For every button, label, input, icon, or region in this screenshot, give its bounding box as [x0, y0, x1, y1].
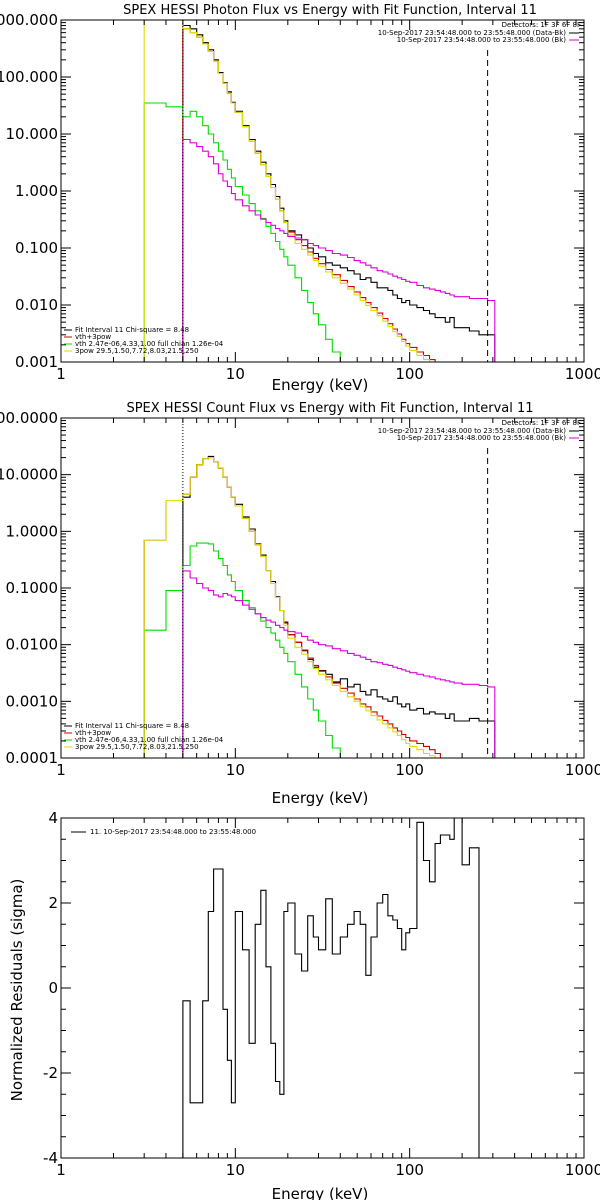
panel-residuals: Energy (keV) Normalized Residuals (sigma…	[8, 809, 600, 1203]
series-line-powerlaw	[143, 20, 448, 362]
y-tick-label: -4	[43, 1149, 58, 1167]
legend-left-text: 3pow 29.5,1.50,7.72,8.03,21.5,250	[75, 347, 199, 355]
count-x-label: Energy (keV)	[272, 789, 369, 807]
series-group	[182, 818, 495, 1158]
x-tick-label: 100	[395, 761, 424, 779]
series-line-thermal	[143, 102, 348, 362]
series-line-data-bk	[182, 24, 496, 362]
x-tick-label: 10	[226, 761, 245, 779]
detectors-label: Detectors: 1F 3F 6F 8F	[502, 419, 581, 427]
x-tick-label: 100	[395, 1161, 424, 1179]
photon-chart-title: SPEX HESSI Photon Flux vs Energy with Fi…	[123, 3, 537, 18]
legend-left-text: 3pow 29.5,1.50,7.72,8.03,21.5,250	[75, 743, 199, 751]
y-tick-label: -2	[43, 1064, 58, 1082]
y-tick-label: 0.100	[15, 239, 58, 257]
x-tick-label: 10	[226, 1161, 245, 1179]
legend-right-text: 10-Sep-2017 23:54:48.000 to 23:55:48.000…	[397, 434, 567, 442]
y-tick-label: 0.010	[15, 296, 58, 314]
x-tick-label: 10	[226, 365, 245, 383]
legend-right-text: 10-Sep-2017 23:54:48.000 to 23:55:48.000…	[397, 36, 567, 44]
residuals-y-label: Normalized Residuals (sigma)	[8, 879, 26, 1102]
legend-left-text: vth 2.47e-06,4.33,1.00 full chian 1.26e-…	[75, 736, 224, 744]
y-tick-label: 100.0000	[0, 409, 58, 427]
y-tick-label: 100.000	[0, 68, 58, 86]
legend-left-text: Fit Interval 11 Chi-square = 8.48	[75, 722, 189, 730]
y-tick-label: 1000.000	[0, 11, 58, 29]
legend-left-text: vth+3pow	[75, 333, 111, 341]
series-line-bk	[182, 138, 496, 362]
plot-frame	[60, 19, 585, 363]
x-tick-label: 1	[56, 1161, 66, 1179]
x-tick-label: 1000	[565, 1161, 600, 1179]
x-tick-label: 1	[56, 761, 66, 779]
series-line-11-10-sep-2017-23-54-48-	[182, 818, 495, 1158]
series-line-bk	[182, 570, 496, 758]
y-tick-label: 0.001	[15, 353, 58, 371]
panel-photon-flux: SPEX HESSI Photon Flux vs Energy with Fi…	[0, 3, 600, 394]
series-line-vth-3pow	[143, 457, 448, 758]
residuals-x-label: Energy (keV)	[272, 1185, 369, 1200]
y-tick-label: 0	[48, 979, 58, 997]
count-chart-title: SPEX HESSI Count Flux vs Energy with Fit…	[126, 401, 533, 416]
x-tick-label: 1000	[565, 365, 600, 383]
legend-left-text: Fit Interval 11 Chi-square = 8.48	[75, 326, 189, 334]
panel-count-flux: SPEX HESSI Count Flux vs Energy with Fit…	[0, 401, 600, 807]
series-line-powerlaw	[143, 457, 453, 758]
y-tick-label: 10.000	[6, 125, 59, 143]
series-group	[143, 20, 496, 362]
y-tick-label: 10.0000	[0, 466, 58, 484]
plot-frame	[60, 417, 585, 759]
y-tick-label: 0.1000	[6, 579, 59, 597]
photon-x-label: Energy (keV)	[272, 376, 369, 394]
y-tick-label: 0.0100	[6, 636, 59, 654]
legend-left-text: vth 2.47e-06,4.33,1.00 full chian 1.26e-…	[75, 340, 224, 348]
y-tick-label: 0.0010	[6, 692, 59, 710]
legend-text: 11. 10-Sep-2017 23:54:48.000 to 23:55:48…	[90, 828, 256, 836]
y-tick-label: 1.0000	[6, 522, 59, 540]
x-tick-label: 1	[56, 365, 66, 383]
detectors-label: Detectors: 1F 3F 6F 8F	[502, 21, 581, 29]
legend-left-text: vth+3pow	[75, 729, 111, 737]
y-tick-label: 0.0001	[6, 749, 59, 767]
y-tick-label: 2	[48, 894, 58, 912]
y-tick-label: 1.000	[15, 182, 58, 200]
legend-right-text: 10-Sep-2017 23:54:48.000 to 23:55:48.000…	[378, 427, 567, 435]
plot-frame	[60, 817, 585, 1159]
y-tick-label: 4	[48, 809, 58, 827]
legend-right-text: 10-Sep-2017 23:54:48.000 to 23:55:48.000…	[378, 29, 567, 37]
x-tick-label: 100	[395, 365, 424, 383]
x-tick-label: 1000	[565, 761, 600, 779]
series-group	[143, 455, 496, 758]
series-line-data-bk	[182, 455, 496, 758]
